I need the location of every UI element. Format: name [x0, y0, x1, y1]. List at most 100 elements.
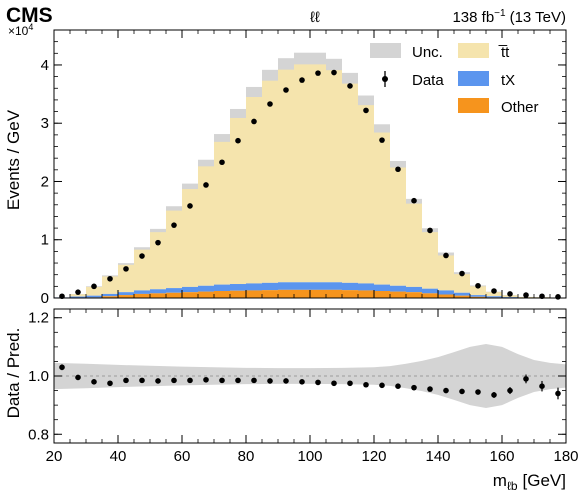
data-point-24 — [443, 252, 449, 259]
ttbar-bar-12 — [246, 97, 262, 284]
other-bar-15 — [294, 289, 310, 298]
other-bar-13 — [262, 290, 278, 298]
legend-swatch-unc — [370, 43, 401, 58]
x-axis-label-unit: [GeV] — [523, 471, 566, 490]
ttbar-bar-15 — [294, 64, 310, 283]
ratio-point-18 — [347, 380, 353, 387]
tx-bar-15 — [294, 282, 310, 290]
data-point-7 — [171, 222, 177, 228]
ttbar-bar-20 — [374, 132, 390, 285]
ratio-ytick-label-0: 0.8 — [28, 426, 49, 443]
data-point-9 — [203, 182, 209, 188]
ttbar-bar-16 — [310, 64, 326, 283]
other-bar-10 — [214, 291, 230, 298]
data-point-6 — [155, 239, 161, 246]
legend-label-ttbar: t̅t — [498, 44, 510, 61]
other-bar-8 — [182, 292, 198, 298]
tx-bar-20 — [374, 284, 390, 292]
x-tick-label-5: 120 — [361, 448, 386, 465]
ratio-point-11 — [235, 377, 241, 384]
x-tick-label-8: 180 — [553, 448, 578, 465]
ratio-point-23 — [427, 386, 433, 392]
other-bar-22 — [406, 292, 422, 298]
ttbar-bar-9 — [198, 166, 214, 286]
ttbar-bar-23 — [422, 232, 438, 289]
legend-label-tx: tX — [501, 72, 515, 89]
ratio-band-area — [54, 343, 566, 409]
tx-bar-7 — [166, 288, 182, 293]
ttbar-bar-17 — [326, 70, 342, 283]
legend-swatch-tx — [458, 71, 489, 86]
data-point-26 — [475, 282, 481, 289]
other-bar-21 — [390, 291, 406, 298]
ratio-point-26 — [475, 389, 481, 395]
ratio-point-12 — [251, 377, 257, 384]
ratio-point-31 — [555, 390, 561, 397]
other-bar-9 — [198, 291, 214, 298]
data-point-17 — [331, 69, 337, 76]
other-bar-4 — [118, 295, 134, 298]
ratio-point-28 — [507, 387, 513, 394]
data-point-29 — [523, 292, 529, 298]
data-point-22 — [411, 197, 417, 204]
data-point-4 — [123, 266, 129, 272]
ttbar-bar-13 — [262, 80, 278, 283]
ttbar-bar-14 — [278, 69, 294, 283]
stacked-histogram — [54, 64, 566, 298]
channel-label: ℓℓ — [310, 9, 320, 26]
ttbar-bar-3 — [102, 276, 118, 294]
tx-bar-4 — [118, 292, 134, 296]
tx-bar-21 — [390, 285, 406, 292]
tx-bar-16 — [310, 282, 326, 290]
ratio-point-17 — [331, 380, 337, 387]
tx-bar-13 — [262, 282, 278, 291]
data-point-18 — [347, 83, 353, 89]
x-axis-label-main: m — [493, 471, 507, 490]
main-ytick-label-2: 2 — [41, 173, 49, 190]
ratio-ytick-label-2: 1.2 — [28, 310, 49, 327]
other-bar-14 — [278, 289, 294, 298]
data-point-3 — [107, 275, 113, 282]
ratio-point-9 — [203, 376, 209, 383]
other-bar-18 — [342, 290, 358, 298]
ttbar-bar-7 — [166, 210, 182, 289]
tx-bar-1 — [70, 296, 86, 298]
ratio-point-30 — [539, 383, 545, 389]
x-tick-label-4: 100 — [297, 448, 322, 465]
ttbar-bar-18 — [342, 83, 358, 283]
ttbar-bar-19 — [358, 105, 374, 284]
other-bar-19 — [358, 290, 374, 298]
ratio-point-24 — [443, 387, 449, 394]
legend-marker-data — [382, 76, 388, 82]
other-bar-26 — [470, 296, 486, 298]
x-tick-label-6: 140 — [425, 448, 450, 465]
data-point-16 — [315, 70, 321, 76]
unc-bin-5 — [134, 247, 150, 253]
ratio-point-3 — [107, 380, 113, 387]
other-bar-5 — [134, 293, 150, 298]
ttbar-bar-27 — [486, 292, 502, 297]
ttbar-bar-22 — [406, 203, 422, 287]
legend: Unc. t̅t Data tX Other — [370, 43, 539, 116]
tx-bar-17 — [326, 282, 342, 290]
ratio-point-7 — [171, 377, 177, 384]
ratio-data-points — [59, 364, 561, 400]
data-point-2 — [91, 283, 97, 290]
main-panel: 0 1 2 3 4 Events / GeV Unc. t̅t Data tX Othe… — [4, 29, 567, 307]
data-point-21 — [395, 166, 401, 173]
other-bar-16 — [310, 289, 326, 298]
main-ytick-label-1: 1 — [41, 232, 49, 249]
legend-label-other: Other — [501, 99, 539, 116]
ttbar-bar-5 — [134, 249, 150, 291]
lumi-value: 138 fb — [452, 9, 494, 26]
data-point-15 — [299, 77, 305, 83]
ratio-point-21 — [395, 383, 401, 389]
ttbar-bar-26 — [470, 286, 486, 296]
ratio-point-15 — [299, 379, 305, 385]
ratio-point-13 — [267, 378, 273, 384]
ttbar-bar-10 — [214, 141, 230, 285]
tx-bar-28 — [502, 297, 518, 298]
tx-bar-14 — [278, 282, 294, 290]
main-ytick-label-3: 3 — [41, 115, 49, 132]
tx-bar-18 — [342, 282, 358, 291]
